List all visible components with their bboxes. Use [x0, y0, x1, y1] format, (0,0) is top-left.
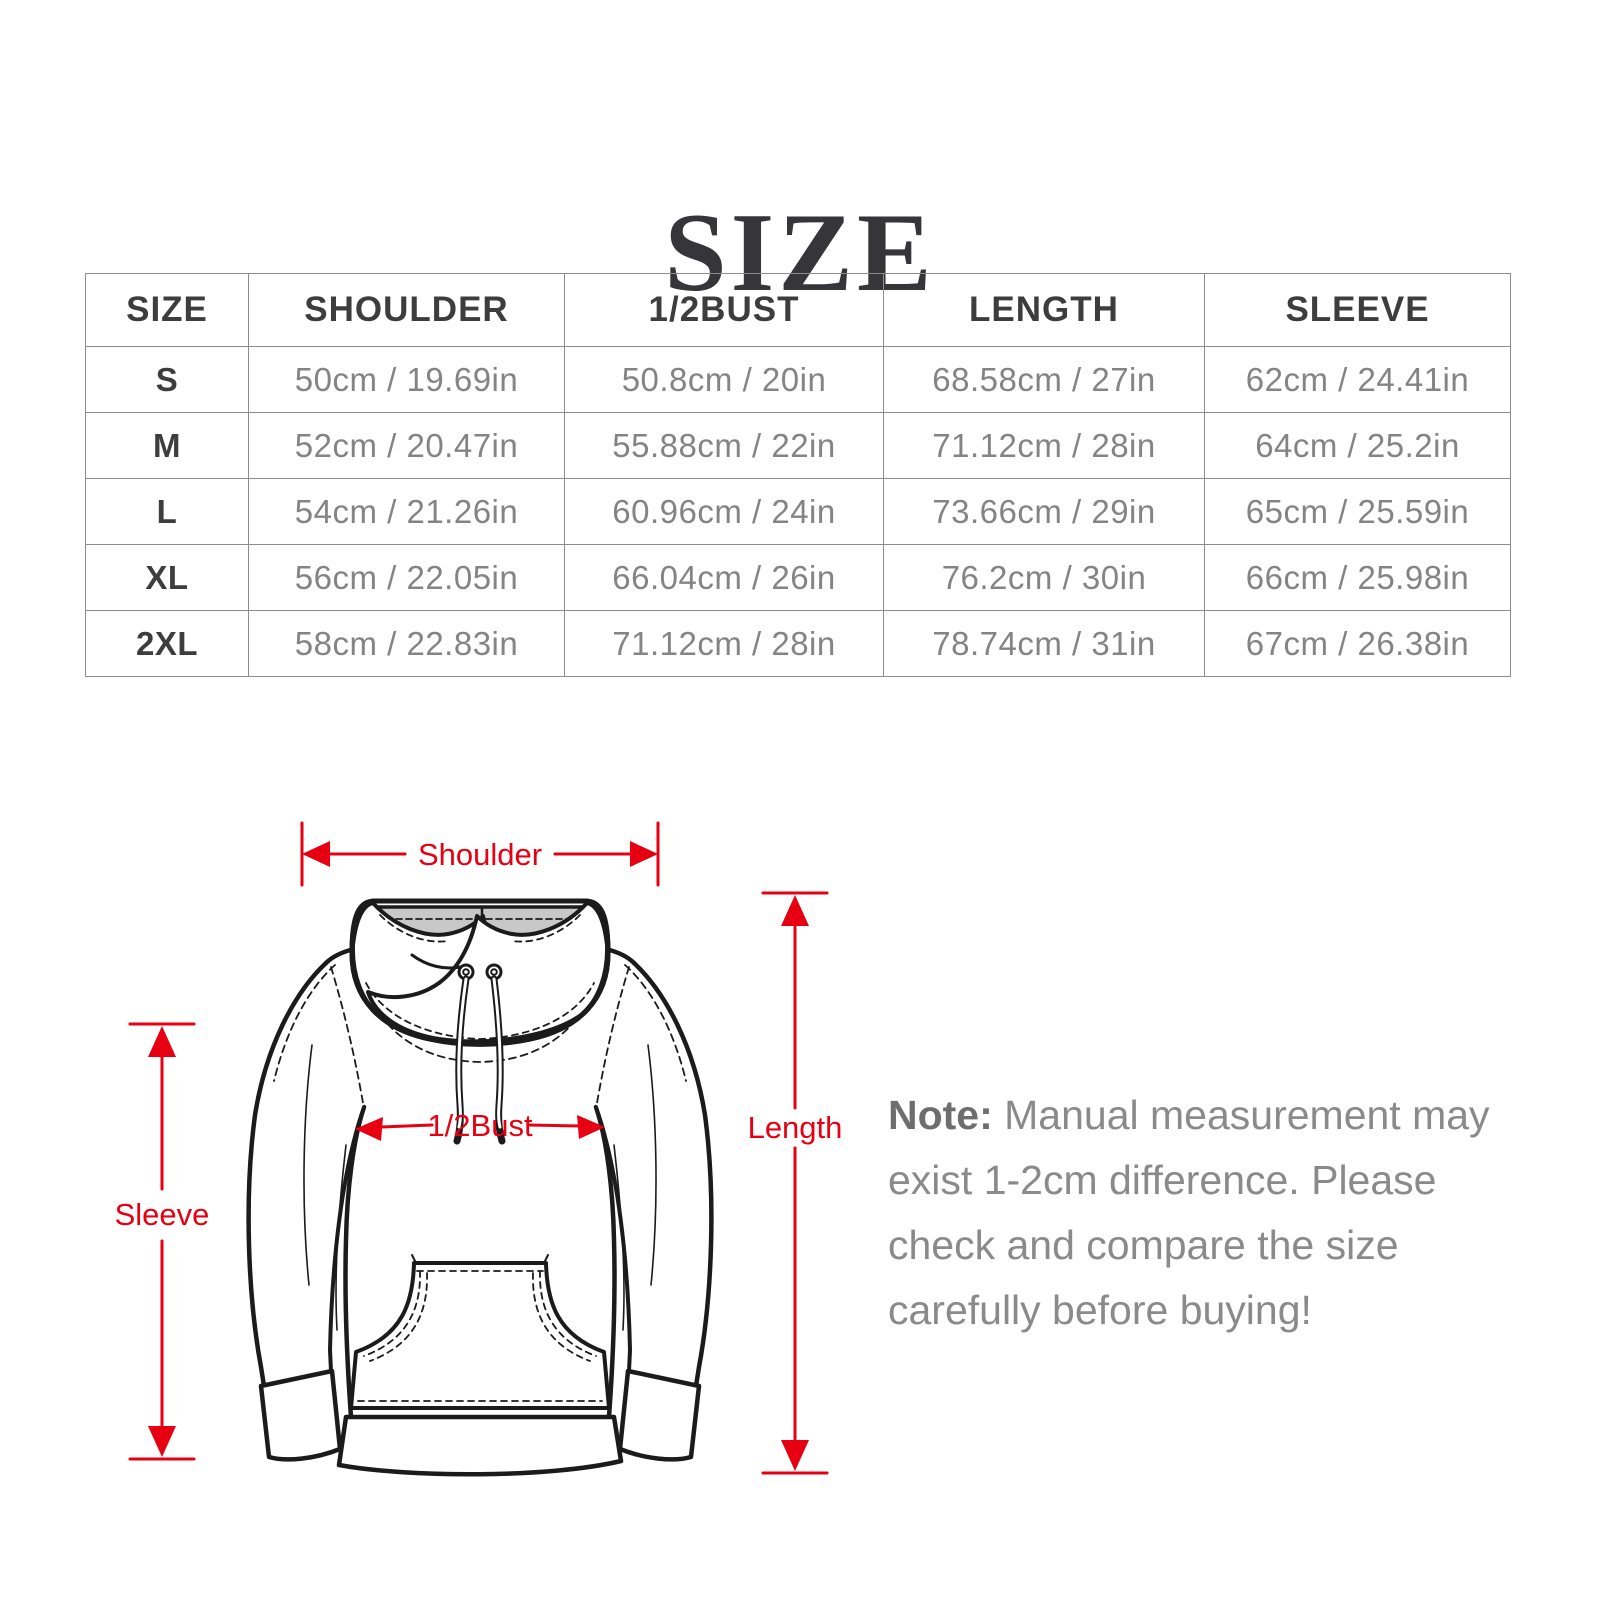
note-text: Manual measurement may exist 1-2cm diffe…	[888, 1092, 1490, 1333]
length-cell: 73.66cm / 29in	[883, 478, 1205, 545]
bust-cell: 71.12cm / 28in	[564, 610, 884, 677]
column-header-length: LENGTH	[883, 273, 1205, 347]
hoodie-measurement-diagram: Shoulder 1/2Bust Sleeve Length	[80, 805, 900, 1485]
note-label: Note:	[888, 1092, 993, 1138]
shoulder-cell: 50cm / 19.69in	[248, 346, 565, 413]
table-row: 2XL 58cm / 22.83in 71.12cm / 28in 78.74c…	[85, 610, 1511, 677]
left-cuff	[258, 1368, 343, 1462]
sleeve-cell: 66cm / 25.98in	[1204, 544, 1511, 611]
shoulder-dimension-arrow	[300, 821, 660, 887]
bust-cell: 55.88cm / 22in	[564, 412, 884, 479]
sleeve-cell: 67cm / 26.38in	[1204, 610, 1511, 677]
column-header-sleeve: SLEEVE	[1204, 273, 1511, 347]
sleeve-dimension-arrow	[128, 1022, 196, 1461]
table-row: XL 56cm / 22.05in 66.04cm / 26in 76.2cm …	[85, 544, 1511, 611]
hoodie-technical-drawing: Shoulder 1/2Bust Sleeve Length	[115, 821, 843, 1477]
table-row: S 50cm / 19.69in 50.8cm / 20in 68.58cm /…	[85, 346, 1511, 413]
hoodie-body	[323, 938, 637, 1420]
size-cell: XL	[85, 544, 249, 611]
drawstrings	[453, 963, 506, 1145]
column-header-size: SIZE	[85, 273, 249, 347]
sleeve-dimension-label: Sleeve	[115, 1197, 210, 1232]
size-cell: 2XL	[85, 610, 249, 677]
shoulder-dimension-label: Shoulder	[418, 837, 542, 872]
length-cell: 78.74cm / 31in	[883, 610, 1205, 677]
sleeve-cell: 62cm / 24.41in	[1204, 346, 1511, 413]
column-header-shoulder: SHOULDER	[248, 273, 565, 347]
shoulder-cell: 54cm / 21.26in	[248, 478, 565, 545]
table-row: L 54cm / 21.26in 60.96cm / 24in 73.66cm …	[85, 478, 1511, 545]
seam-stitching	[273, 964, 687, 1104]
column-header-bust: 1/2BUST	[564, 273, 884, 347]
size-table: SIZE SHOULDER 1/2BUST LENGTH SLEEVE S 50…	[85, 273, 1511, 677]
sleeve-cell: 65cm / 25.59in	[1204, 478, 1511, 545]
bust-cell: 66.04cm / 26in	[564, 544, 884, 611]
shoulder-cell: 58cm / 22.83in	[248, 610, 565, 677]
hood	[349, 898, 611, 1047]
hem-band	[336, 1407, 624, 1477]
dimension-arrows	[128, 821, 829, 1475]
table-header-row: SIZE SHOULDER 1/2BUST LENGTH SLEEVE	[85, 273, 1511, 347]
length-dimension-label: Length	[748, 1110, 843, 1145]
shoulder-cell: 52cm / 20.47in	[248, 412, 565, 479]
shoulder-cell: 56cm / 22.05in	[248, 544, 565, 611]
bust-dimension-label: 1/2Bust	[427, 1108, 533, 1143]
measurement-note: Note: Manual measurement may exist 1-2cm…	[888, 1083, 1500, 1343]
sleeve-cell: 64cm / 25.2in	[1204, 412, 1511, 479]
length-cell: 68.58cm / 27in	[883, 346, 1205, 413]
length-cell: 76.2cm / 30in	[883, 544, 1205, 611]
length-cell: 71.12cm / 28in	[883, 412, 1205, 479]
length-dimension-arrow	[761, 891, 829, 1475]
size-cell: S	[85, 346, 249, 413]
table-row: M 52cm / 20.47in 55.88cm / 22in 71.12cm …	[85, 412, 1511, 479]
size-cell: M	[85, 412, 249, 479]
right-cuff	[617, 1368, 702, 1462]
bust-cell: 50.8cm / 20in	[564, 346, 884, 413]
size-cell: L	[85, 478, 249, 545]
kangaroo-pocket	[349, 1254, 611, 1410]
bust-cell: 60.96cm / 24in	[564, 478, 884, 545]
bust-dimension-arrow	[355, 1115, 605, 1141]
